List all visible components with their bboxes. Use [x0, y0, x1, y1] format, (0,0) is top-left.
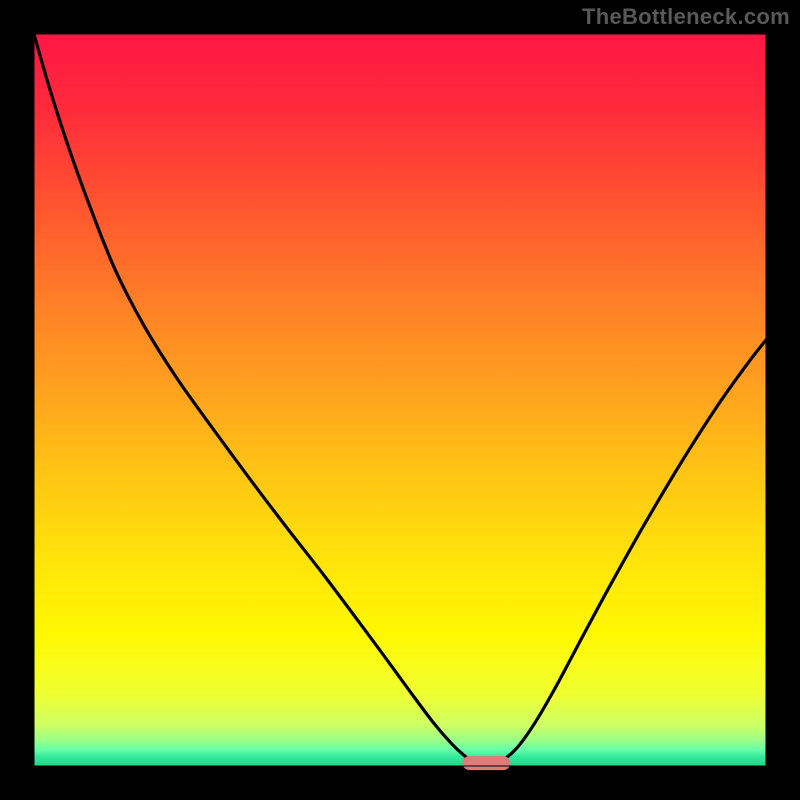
bottleneck-chart [0, 0, 800, 800]
gradient-background [34, 34, 766, 766]
watermark-text: TheBottleneck.com [582, 4, 790, 30]
chart-container: TheBottleneck.com [0, 0, 800, 800]
optimal-marker [462, 756, 510, 770]
